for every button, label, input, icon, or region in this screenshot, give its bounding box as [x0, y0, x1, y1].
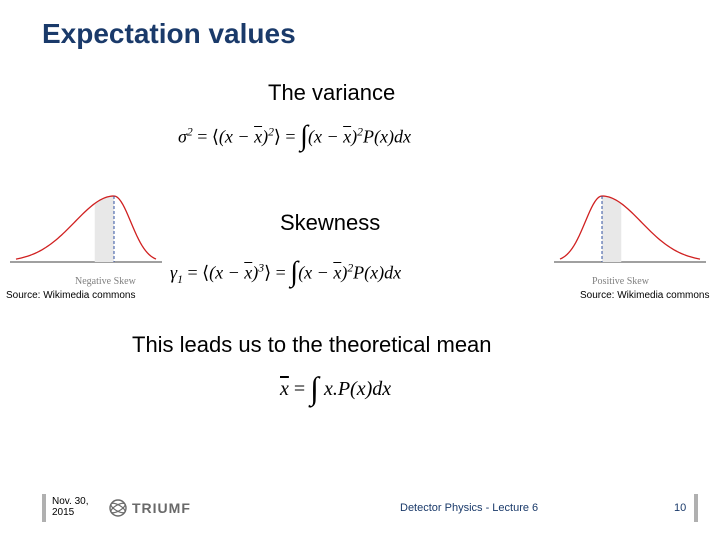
- footer-lecture: Detector Physics - Lecture 6: [400, 502, 538, 514]
- source-left: Source: Wikimedia commons: [6, 290, 135, 301]
- slide-title: Expectation values: [42, 18, 296, 50]
- subtitle-variance: The variance: [268, 80, 395, 106]
- subtitle-theoretical-mean: This leads us to the theoretical mean: [132, 332, 492, 358]
- subtitle-skewness: Skewness: [280, 210, 380, 236]
- equation-skewness: γ1 = ⟨(x − x)3⟩ = ∫(x − x)2P(x)dx: [170, 258, 401, 291]
- footer-page-number: 10: [674, 502, 686, 514]
- source-right: Source: Wikimedia commons: [580, 290, 709, 301]
- positive-skew-plot: [550, 184, 710, 274]
- triumf-logo: TRIUMF: [108, 498, 191, 518]
- negative-skew-label: Negative Skew: [75, 276, 136, 287]
- equation-mean: x = ∫ x.P(x)dx: [280, 372, 391, 409]
- triumf-logo-icon: [108, 498, 128, 518]
- equation-variance: σ2 = ⟨(x − x)2⟩ = ∫(x − x)2P(x)dx: [178, 122, 411, 155]
- footer-date: Nov. 30,2015: [52, 496, 89, 518]
- footer-bar-right: [694, 494, 698, 522]
- footer-bar-left: [42, 494, 46, 522]
- positive-skew-label: Positive Skew: [592, 276, 649, 287]
- triumf-logo-text: TRIUMF: [132, 500, 191, 516]
- negative-skew-plot: [6, 184, 166, 274]
